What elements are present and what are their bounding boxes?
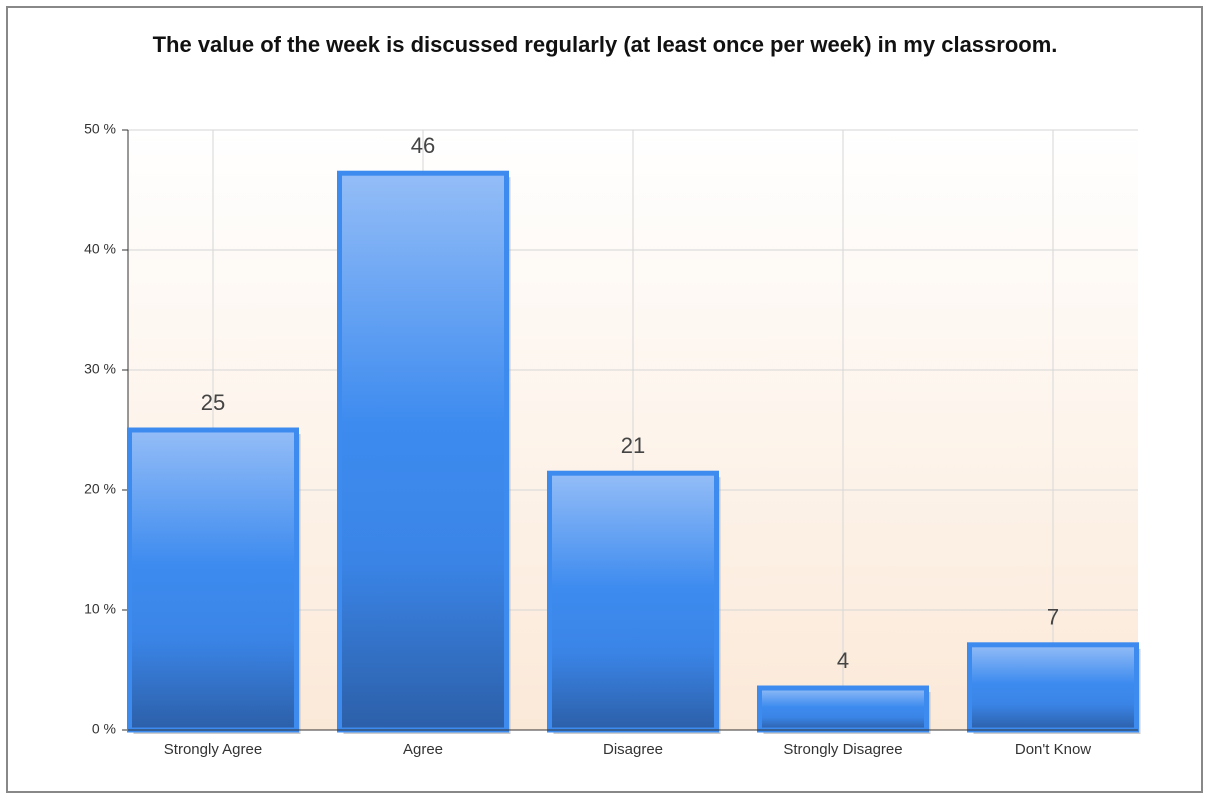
value-label: 21 [621,433,645,458]
bar [547,470,719,733]
y-tick-label: 0 % [92,721,116,737]
value-label: 46 [411,133,435,158]
bar [337,170,509,733]
y-tick-label: 50 % [84,121,116,137]
y-tick-label: 10 % [84,601,116,617]
x-tick-label: Strongly Agree [164,741,262,758]
x-tick-label: Disagree [603,741,663,758]
y-tick-label: 40 % [84,241,116,257]
value-label: 7 [1047,605,1059,630]
x-tick-label: Don't Know [1015,741,1091,758]
bar [967,642,1139,733]
bar [757,685,929,733]
x-tick-label: Strongly Disagree [783,741,902,758]
value-label: 4 [837,648,849,673]
x-tick-label: Agree [403,741,443,758]
chart-title: The value of the week is discussed regul… [152,32,1058,57]
y-tick-label: 30 % [84,361,116,377]
y-tick-label: 20 % [84,481,116,497]
value-label: 25 [201,390,225,415]
bar [127,427,299,733]
